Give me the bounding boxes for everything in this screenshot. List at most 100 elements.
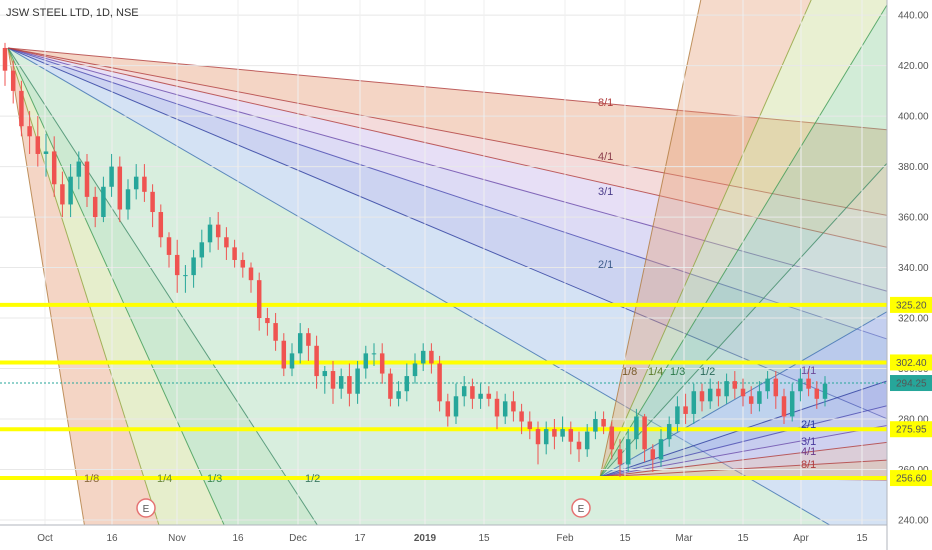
- y-tick-label: 320.00: [898, 314, 929, 325]
- x-tick-label: Nov: [168, 533, 186, 544]
- time-axis-background: [0, 525, 887, 550]
- candle-body: [535, 429, 541, 445]
- level-price-badge: [890, 354, 932, 371]
- candle-body: [125, 189, 131, 210]
- candle-body: [84, 161, 90, 197]
- gann-bottom-ratio-label: 1/1: [801, 365, 816, 377]
- candle-body: [232, 247, 237, 260]
- x-tick-label: 16: [232, 533, 244, 544]
- candle-body: [773, 378, 779, 397]
- candle-body: [158, 212, 164, 238]
- candle-body: [732, 381, 738, 389]
- level-price-badge-label: 302.40: [896, 358, 927, 369]
- x-tick-label: 15: [737, 533, 749, 544]
- gann-fan-bottom-ray: [599, 0, 702, 478]
- candle-body: [601, 418, 606, 427]
- candle-body: [757, 391, 762, 404]
- candle-body: [593, 418, 598, 432]
- candle-body: [461, 386, 467, 397]
- candle-body: [494, 398, 500, 417]
- gann-fan-bottom-ray: [599, 3, 887, 478]
- level-price-badge: [890, 296, 932, 313]
- x-tick-label: Feb: [556, 533, 574, 544]
- candle-body: [191, 257, 196, 276]
- candle-body: [404, 376, 410, 392]
- candle-body: [568, 429, 574, 442]
- candle-body: [806, 378, 811, 389]
- candle-body: [355, 368, 360, 394]
- candle-body: [502, 401, 508, 417]
- y-tick-label: 400.00: [898, 112, 929, 123]
- candle-body: [519, 411, 524, 422]
- candle-body: [183, 275, 188, 277]
- gann-fan-bottom-ray: [599, 425, 887, 478]
- y-tick-label: 360.00: [898, 213, 929, 224]
- candle-body: [371, 353, 377, 355]
- candle-body: [576, 441, 582, 450]
- gann-top-ratio-label: 1/4: [157, 473, 172, 485]
- candle-body: [379, 353, 385, 374]
- fan-labels: 8/14/13/12/11/8 1/4 1/3 1/21/8 1/4 1/3 1/2 1/12…: [84, 97, 816, 485]
- candle-body: [798, 378, 803, 392]
- candle-body: [101, 186, 106, 218]
- gann-bottom-ratio-label: 1/2: [700, 366, 715, 378]
- candle-body: [248, 267, 254, 281]
- candle-body: [609, 426, 615, 450]
- horizontal-levels: [0, 302, 887, 481]
- candle-body: [642, 416, 647, 450]
- y-tick-label: 440.00: [898, 11, 929, 22]
- candle-body: [552, 429, 557, 437]
- candle-body: [174, 254, 180, 276]
- y-tick-label: 280.00: [898, 414, 929, 425]
- candle-body: [420, 350, 426, 364]
- level-price-badge: [890, 421, 932, 438]
- candle-body: [265, 318, 270, 324]
- gann-fan-top-band: [8, 47, 887, 525]
- candle-body: [224, 237, 229, 248]
- earnings-marker-label: E: [578, 504, 585, 515]
- candle-body: [650, 449, 656, 460]
- gann-bottom-ratio-label: 8/1: [801, 459, 816, 471]
- candle-body: [117, 166, 123, 210]
- current-price-badge: [890, 375, 932, 392]
- gann-top-ratio-label: 3/1: [598, 186, 613, 198]
- candle-body: [748, 396, 754, 404]
- gann-fan-bottom-ray: [599, 441, 887, 478]
- candle-body: [814, 388, 820, 399]
- x-tick-label: Oct: [37, 533, 53, 544]
- time-axis: Oct 16 Nov 16 Dec 17 2019 15 Feb 15 Mar 15 Apr 15: [37, 533, 868, 544]
- candle-body: [707, 388, 713, 402]
- candle-body: [338, 376, 344, 389]
- candle-body: [289, 353, 295, 369]
- candle-body: [412, 363, 418, 377]
- level-price-badge-label: 275.95: [896, 425, 927, 436]
- candle-body: [691, 391, 697, 414]
- candle-body: [527, 421, 533, 430]
- candle-body: [625, 439, 631, 465]
- earnings-marker[interactable]: [571, 498, 591, 518]
- candle-body: [789, 391, 795, 417]
- x-tick-label: Mar: [675, 533, 693, 544]
- candle-body: [166, 237, 172, 255]
- plot-background: [0, 0, 887, 525]
- earnings-marker[interactable]: [136, 498, 156, 518]
- earnings-marker-label: E: [143, 504, 150, 515]
- gann-bottom-ratio-label: 2/1: [801, 419, 816, 431]
- candle-body: [27, 126, 32, 137]
- candle-body: [511, 401, 516, 412]
- gann-bottom-ratio-label: 3/1: [801, 436, 816, 448]
- candle-body: [666, 424, 672, 440]
- gann-fan-bottom-ray: [599, 0, 812, 478]
- gann-top-ratio-label: 4/1: [598, 151, 613, 163]
- y-tick-label: 380.00: [898, 162, 929, 173]
- gann-bottom-ratio-label: 1/4: [648, 366, 663, 378]
- candle-body: [445, 401, 451, 417]
- candle-body: [740, 388, 746, 397]
- candle-body: [675, 406, 680, 425]
- candle-body: [215, 224, 221, 238]
- candle-body: [314, 345, 319, 377]
- candle-body: [584, 431, 590, 450]
- gann-top-ratio-label: 1/3: [207, 473, 222, 485]
- candle-body: [486, 393, 492, 399]
